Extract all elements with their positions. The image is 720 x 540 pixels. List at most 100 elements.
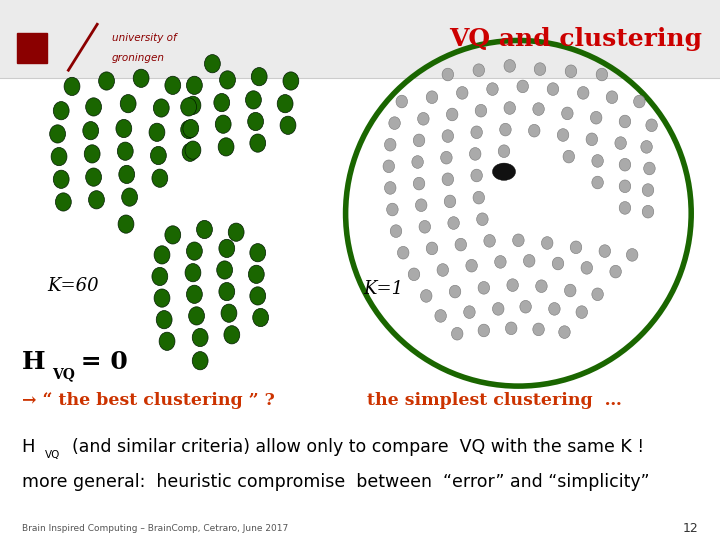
Ellipse shape xyxy=(442,130,454,143)
Ellipse shape xyxy=(186,285,202,303)
Ellipse shape xyxy=(214,93,230,112)
Ellipse shape xyxy=(280,116,296,134)
Ellipse shape xyxy=(221,304,237,322)
Ellipse shape xyxy=(50,125,66,143)
Text: VQ: VQ xyxy=(45,450,60,460)
Text: K=60: K=60 xyxy=(47,277,99,295)
Ellipse shape xyxy=(644,162,655,175)
Ellipse shape xyxy=(533,323,544,336)
Ellipse shape xyxy=(456,86,468,99)
Ellipse shape xyxy=(581,261,593,274)
Ellipse shape xyxy=(119,165,135,184)
Ellipse shape xyxy=(64,77,80,96)
Ellipse shape xyxy=(384,138,396,151)
Ellipse shape xyxy=(219,282,235,301)
Text: H: H xyxy=(22,350,45,374)
Ellipse shape xyxy=(495,255,506,268)
Ellipse shape xyxy=(154,289,170,307)
Ellipse shape xyxy=(426,91,438,104)
Ellipse shape xyxy=(99,72,114,90)
Text: VQ and clustering: VQ and clustering xyxy=(449,27,702,51)
Ellipse shape xyxy=(442,68,454,81)
Text: (and similar criteria) allow only to compare  VQ with the same K !: (and similar criteria) allow only to com… xyxy=(61,438,644,456)
Ellipse shape xyxy=(397,246,409,259)
Ellipse shape xyxy=(570,241,582,254)
Ellipse shape xyxy=(165,76,181,94)
Ellipse shape xyxy=(156,310,172,329)
Ellipse shape xyxy=(505,322,517,335)
Ellipse shape xyxy=(204,55,220,73)
Ellipse shape xyxy=(153,99,169,117)
Ellipse shape xyxy=(183,119,199,138)
Ellipse shape xyxy=(464,306,475,319)
Ellipse shape xyxy=(646,119,657,132)
Ellipse shape xyxy=(642,205,654,218)
Ellipse shape xyxy=(246,91,261,109)
Ellipse shape xyxy=(541,237,553,249)
Ellipse shape xyxy=(251,68,267,86)
Ellipse shape xyxy=(277,94,293,113)
Ellipse shape xyxy=(606,91,618,104)
Ellipse shape xyxy=(86,98,102,116)
Ellipse shape xyxy=(253,308,269,327)
Ellipse shape xyxy=(487,83,498,96)
Ellipse shape xyxy=(599,245,611,258)
Ellipse shape xyxy=(478,281,490,294)
Ellipse shape xyxy=(590,111,602,124)
Ellipse shape xyxy=(536,280,547,293)
Text: VQ: VQ xyxy=(52,367,75,381)
Ellipse shape xyxy=(186,242,202,260)
Ellipse shape xyxy=(592,288,603,301)
Ellipse shape xyxy=(500,123,511,136)
Ellipse shape xyxy=(197,220,212,239)
Ellipse shape xyxy=(576,306,588,319)
Ellipse shape xyxy=(577,86,589,99)
Ellipse shape xyxy=(250,244,266,262)
Ellipse shape xyxy=(446,108,458,121)
Ellipse shape xyxy=(619,180,631,193)
Ellipse shape xyxy=(441,151,452,164)
Ellipse shape xyxy=(84,145,100,163)
Ellipse shape xyxy=(507,279,518,292)
Ellipse shape xyxy=(165,226,181,244)
Ellipse shape xyxy=(181,120,197,139)
Ellipse shape xyxy=(466,259,477,272)
Ellipse shape xyxy=(469,147,481,160)
Ellipse shape xyxy=(189,307,204,325)
Ellipse shape xyxy=(444,195,456,208)
Ellipse shape xyxy=(149,123,165,141)
Ellipse shape xyxy=(471,126,482,139)
Ellipse shape xyxy=(435,309,446,322)
Text: more general:  heuristic compromise  between  “error” and “simplicity”: more general: heuristic compromise betwe… xyxy=(22,472,649,491)
Ellipse shape xyxy=(437,264,449,276)
Ellipse shape xyxy=(592,154,603,167)
Ellipse shape xyxy=(185,141,201,159)
Ellipse shape xyxy=(383,160,395,173)
Ellipse shape xyxy=(534,63,546,76)
Ellipse shape xyxy=(418,112,429,125)
Ellipse shape xyxy=(217,261,233,279)
Ellipse shape xyxy=(478,324,490,337)
Ellipse shape xyxy=(448,217,459,230)
Ellipse shape xyxy=(412,156,423,168)
Ellipse shape xyxy=(586,133,598,146)
Ellipse shape xyxy=(192,352,208,370)
Ellipse shape xyxy=(415,199,427,212)
Ellipse shape xyxy=(408,268,420,281)
Ellipse shape xyxy=(86,168,102,186)
Ellipse shape xyxy=(116,119,132,138)
Text: = 0: = 0 xyxy=(72,350,127,374)
Text: H: H xyxy=(22,438,35,456)
Text: Brain Inspired Computing – BrainComp, Cetraro, June 2017: Brain Inspired Computing – BrainComp, Ce… xyxy=(22,524,288,532)
Ellipse shape xyxy=(250,287,266,305)
Ellipse shape xyxy=(152,267,168,286)
Ellipse shape xyxy=(390,225,402,238)
Ellipse shape xyxy=(471,169,482,182)
Ellipse shape xyxy=(455,238,467,251)
Ellipse shape xyxy=(89,191,104,209)
Ellipse shape xyxy=(389,117,400,130)
Text: the simplest clustering  …: the simplest clustering … xyxy=(367,392,622,409)
Ellipse shape xyxy=(55,193,71,211)
Text: → “ the best clustering ” ?: → “ the best clustering ” ? xyxy=(22,392,274,409)
Ellipse shape xyxy=(218,138,234,156)
